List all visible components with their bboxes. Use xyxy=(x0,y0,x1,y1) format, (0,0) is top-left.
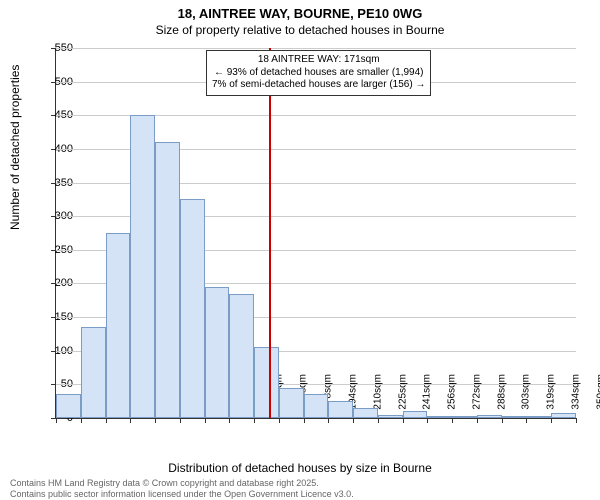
x-tick-label: 225sqm xyxy=(397,374,408,410)
reference-line xyxy=(269,48,271,418)
x-tick xyxy=(205,418,206,423)
histogram-bar xyxy=(378,415,403,418)
histogram-bar xyxy=(81,327,106,418)
x-tick-label: 319sqm xyxy=(546,374,557,410)
x-tick xyxy=(353,418,354,423)
page-subtitle: Size of property relative to detached ho… xyxy=(0,23,600,39)
x-tick-label: 334sqm xyxy=(570,374,581,410)
histogram-bar xyxy=(106,233,131,418)
histogram-bar xyxy=(551,413,576,418)
histogram-bar xyxy=(353,408,378,418)
histogram-bar xyxy=(254,347,279,418)
histogram-bar xyxy=(56,394,81,418)
x-tick xyxy=(254,418,255,423)
x-tick xyxy=(403,418,404,423)
gridline-h xyxy=(56,48,576,49)
histogram-bar xyxy=(477,415,502,418)
footer-attribution: Contains HM Land Registry data © Crown c… xyxy=(10,478,354,500)
x-tick xyxy=(328,418,329,423)
x-tick xyxy=(452,418,453,423)
x-tick xyxy=(576,418,577,423)
histogram-bar xyxy=(279,388,304,418)
annotation-line2: ← 93% of detached houses are smaller (1,… xyxy=(212,67,425,80)
x-axis-title: Distribution of detached houses by size … xyxy=(0,461,600,475)
x-tick xyxy=(378,418,379,423)
x-tick xyxy=(279,418,280,423)
x-tick-label: 256sqm xyxy=(447,374,458,410)
x-tick xyxy=(427,418,428,423)
annotation-line3: 7% of semi-detached houses are larger (1… xyxy=(212,79,425,92)
chart-container: 18, AINTREE WAY, BOURNE, PE10 0WG Size o… xyxy=(0,0,600,500)
x-tick xyxy=(477,418,478,423)
histogram-bar xyxy=(328,401,353,418)
annotation-box: 18 AINTREE WAY: 171sqm ← 93% of detached… xyxy=(206,50,431,96)
x-tick xyxy=(180,418,181,423)
x-tick-label: 210sqm xyxy=(372,374,383,410)
histogram-bar xyxy=(130,115,155,418)
x-tick xyxy=(229,418,230,423)
x-tick-label: 350sqm xyxy=(595,374,600,410)
x-tick xyxy=(56,418,57,423)
x-tick-label: 241sqm xyxy=(422,374,433,410)
x-tick-label: 303sqm xyxy=(521,374,532,410)
histogram-bar xyxy=(155,142,180,418)
x-tick xyxy=(551,418,552,423)
x-tick xyxy=(155,418,156,423)
footer-line1: Contains HM Land Registry data © Crown c… xyxy=(10,478,354,489)
x-tick-label: 288sqm xyxy=(496,374,507,410)
histogram-bar xyxy=(403,411,428,418)
histogram-bar xyxy=(304,394,329,418)
x-tick-label: 272sqm xyxy=(471,374,482,410)
histogram-bar xyxy=(526,416,551,418)
y-axis-title: Number of detached properties xyxy=(8,65,22,230)
annotation-line1: 18 AINTREE WAY: 171sqm xyxy=(212,54,425,67)
histogram-bar xyxy=(427,416,452,418)
x-tick xyxy=(502,418,503,423)
histogram-bar xyxy=(452,416,477,418)
chart-plot-area: 18 AINTREE WAY: 171sqm ← 93% of detached… xyxy=(55,48,576,419)
histogram-bar xyxy=(205,287,230,418)
x-tick xyxy=(304,418,305,423)
histogram-bar xyxy=(502,416,527,418)
x-tick xyxy=(106,418,107,423)
histogram-bar xyxy=(229,294,254,418)
footer-line2: Contains public sector information licen… xyxy=(10,489,354,500)
page-title: 18, AINTREE WAY, BOURNE, PE10 0WG xyxy=(0,0,600,23)
x-tick xyxy=(130,418,131,423)
x-tick xyxy=(526,418,527,423)
x-tick xyxy=(81,418,82,423)
histogram-bar xyxy=(180,199,205,418)
